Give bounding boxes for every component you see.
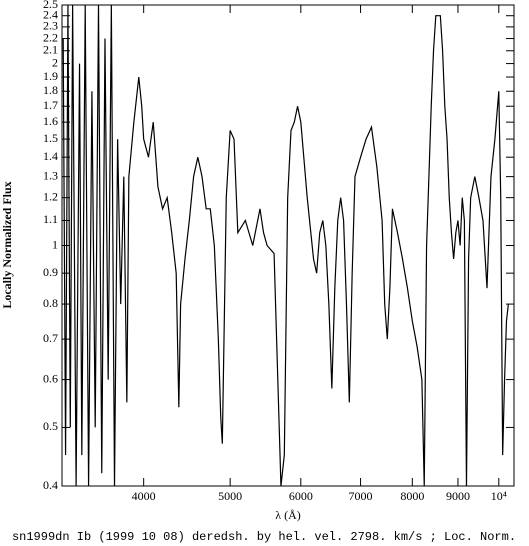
y-tick-label: 1.7	[43, 98, 58, 112]
spectrum-line	[62, 5, 509, 486]
x-tick-label: 10⁴	[491, 489, 507, 503]
y-tick-label: 2.4	[43, 7, 58, 21]
y-tick-label: 2.2	[43, 30, 58, 44]
x-tick-label: 8000	[400, 489, 424, 503]
y-tick-label: 0.5	[43, 419, 58, 433]
y-tick-label: 0.7	[43, 331, 58, 345]
y-tick-label: 1.4	[43, 149, 58, 163]
y-tick-label: 1	[52, 237, 58, 251]
x-tick-label: 4000	[132, 489, 156, 503]
y-tick-label: 1.2	[43, 189, 58, 203]
y-tick-label: 1.8	[43, 83, 58, 97]
y-tick-label: 0.6	[43, 371, 58, 385]
y-tick-label: 1.3	[43, 168, 58, 182]
y-tick-label: 1.9	[43, 69, 58, 83]
y-tick-label: 1.1	[43, 212, 58, 226]
x-tick-label: 9000	[446, 489, 470, 503]
chart-title: sn1999dn Ib (1999 10 08) deredsh. by hel…	[12, 530, 516, 544]
y-tick-label: 2.1	[43, 43, 58, 57]
y-tick-label: 1.5	[43, 131, 58, 145]
plot-frame	[61, 4, 515, 487]
x-tick-label: 6000	[289, 489, 313, 503]
y-tick-label: 2.3	[43, 19, 58, 33]
x-tick-label: 7000	[349, 489, 373, 503]
y-tick-label: 2.5	[43, 0, 58, 11]
y-tick-label: 2	[52, 55, 58, 69]
y-axis-label: Locally Normalized Flux	[0, 181, 14, 308]
y-tick-label: 1.6	[43, 114, 58, 128]
y-tick-label: 0.9	[43, 265, 58, 279]
y-tick-label: 0.8	[43, 296, 58, 310]
x-axis-label: λ (Å)	[275, 508, 300, 522]
y-tick-label: 0.4	[43, 478, 58, 492]
x-tick-label: 5000	[218, 489, 242, 503]
